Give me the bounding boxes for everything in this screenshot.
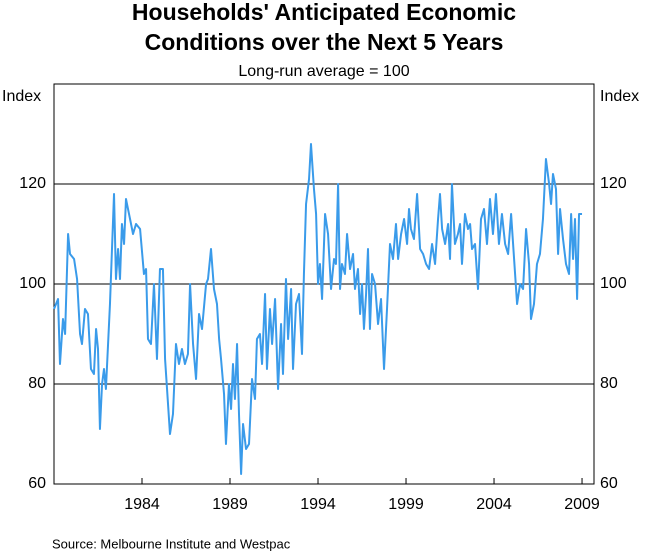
source-note: Source: Melbourne Institute and Westpac (52, 536, 291, 551)
y2-tick-label: 100 (600, 275, 627, 292)
chart-title: Conditions over the Next 5 Years (145, 29, 504, 55)
x-tick-label: 1999 (388, 496, 424, 513)
y-tick-label: 100 (19, 275, 46, 292)
x-tick-label: 1989 (212, 496, 248, 513)
y-tick-label: 60 (28, 475, 46, 492)
y2-tick-label: 60 (600, 475, 618, 492)
x-tick-label: 2004 (476, 496, 512, 513)
y-tick-label: 80 (28, 375, 46, 392)
x-tick-label: 1994 (300, 496, 336, 513)
y2-tick-label: 80 (600, 375, 618, 392)
y2-tick-label: 120 (600, 175, 627, 192)
chart-subtitle: Long-run average = 100 (238, 63, 409, 80)
y-tick-label: 120 (19, 175, 46, 192)
plot-frame (53, 83, 595, 485)
chart-title: Households' Anticipated Economic (132, 0, 516, 25)
x-tick-label: 2009 (564, 496, 600, 513)
y-axis-label: Index (2, 88, 41, 105)
data-line (53, 143, 583, 475)
y2-axis-label: Index (600, 88, 639, 105)
x-tick-label: 1984 (124, 496, 160, 513)
